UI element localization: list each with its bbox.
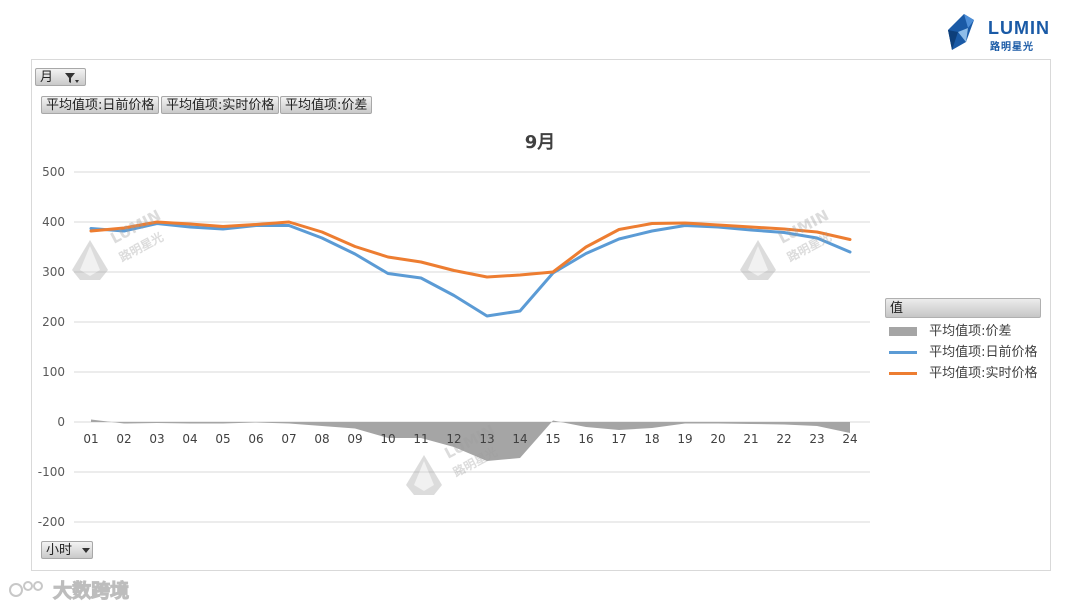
legend-label-real-time: 平均值项:实时价格 <box>929 366 1038 381</box>
brand-logo: LUMIN 路明星光 <box>944 12 1064 53</box>
legend-header: 值 <box>885 298 1041 318</box>
x-tick-label: 13 <box>479 432 494 446</box>
x-tick-label: 11 <box>413 432 428 446</box>
x-tick-label: 20 <box>710 432 725 446</box>
x-tick-label: 24 <box>842 432 857 446</box>
legend-item-day-ahead: 平均值项:日前价格 <box>889 345 1038 361</box>
hour-filter-label: 小时 <box>46 543 73 558</box>
x-tick-label: 10 <box>380 432 395 446</box>
x-tick-label: 08 <box>314 432 329 446</box>
real-time-price-line <box>89 220 852 279</box>
y-tick-label: -100 <box>38 465 65 479</box>
legend-label-day-ahead: 平均值项:日前价格 <box>929 345 1038 360</box>
chart-title: 9月 <box>524 132 556 153</box>
y-tick-label: 400 <box>42 215 65 229</box>
x-tick-label: 17 <box>611 432 626 446</box>
x-tick-label: 09 <box>347 432 362 446</box>
source-logo-icon <box>9 580 43 597</box>
legend-swatch-spread <box>889 327 917 336</box>
x-tick-label: 21 <box>743 432 758 446</box>
lumin-crystal-icon <box>948 14 974 50</box>
y-tick-label: -200 <box>38 515 65 529</box>
y-tick-label: 200 <box>42 315 65 329</box>
x-tick-label: 05 <box>215 432 230 446</box>
y-tick-label: 100 <box>42 365 65 379</box>
x-tick-label: 02 <box>116 432 131 446</box>
x-tick-label: 01 <box>83 432 98 446</box>
value-button-real-time[interactable]: 平均值项:实时价格 <box>161 96 280 114</box>
x-tick-label: 12 <box>446 432 461 446</box>
x-axis-ticks: 01 02 03 04 05 06 07 08 09 10 11 12 13 14 15 16 17 18 19 20… <box>83 432 857 446</box>
y-tick-label: 300 <box>42 265 65 279</box>
x-tick-label: 07 <box>281 432 296 446</box>
x-tick-label: 04 <box>182 432 197 446</box>
x-tick-label: 14 <box>512 432 527 446</box>
dropdown-arrow-icon <box>82 548 90 553</box>
legend-swatch-real-time <box>889 372 917 375</box>
y-tick-label: 500 <box>42 165 65 179</box>
x-tick-label: 06 <box>248 432 263 446</box>
month-filter-button[interactable]: 月 <box>35 68 86 86</box>
legend-item-real-time: 平均值项:实时价格 <box>889 366 1038 382</box>
filter-icon <box>65 73 79 83</box>
source-watermark: 大数跨境 <box>8 576 130 603</box>
x-tick-label: 19 <box>677 432 692 446</box>
x-tick-label: 15 <box>545 432 560 446</box>
day-ahead-price-line <box>89 222 852 318</box>
pivot-chart-panel <box>31 59 1051 571</box>
spread-area <box>91 419 850 461</box>
spread-area-series <box>91 419 850 461</box>
brand-subtitle: 路明星光 <box>990 42 1034 53</box>
legend-swatch-day-ahead <box>889 351 917 354</box>
x-tick-label: 23 <box>809 432 824 446</box>
legend-item-spread: 平均值项:价差 <box>889 324 1012 340</box>
value-button-spread[interactable]: 平均值项:价差 <box>280 96 373 114</box>
y-tick-label: 0 <box>57 415 65 429</box>
x-tick-label: 03 <box>149 432 164 446</box>
brand-name: LUMIN <box>988 18 1050 38</box>
month-filter-label: 月 <box>40 70 54 85</box>
x-tick-label: 18 <box>644 432 659 446</box>
legend-label-spread: 平均值项:价差 <box>929 324 1012 339</box>
x-tick-label: 22 <box>776 432 791 446</box>
y-axis-ticks: -200 -100 0 100 200 300 400 500 <box>38 165 65 529</box>
hour-filter-button[interactable]: 小时 <box>41 541 93 559</box>
source-watermark-text: 大数跨境 <box>53 580 130 603</box>
x-tick-label: 16 <box>578 432 593 446</box>
value-button-day-ahead[interactable]: 平均值项:日前价格 <box>41 96 160 114</box>
price-line-series <box>89 220 852 318</box>
